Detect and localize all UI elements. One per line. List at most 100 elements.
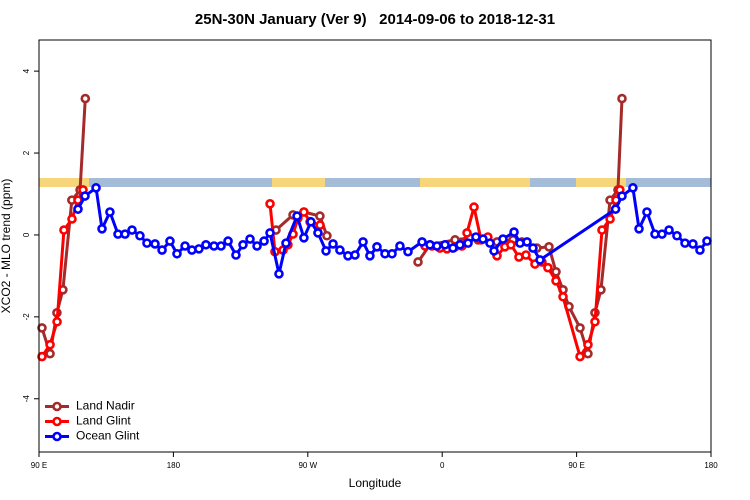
point	[403, 246, 413, 257]
point	[463, 238, 473, 248]
point	[455, 239, 465, 250]
point	[259, 236, 269, 246]
point	[432, 241, 442, 251]
point	[575, 323, 585, 333]
point	[372, 242, 382, 252]
point	[617, 93, 627, 104]
point	[610, 204, 621, 214]
point	[605, 214, 615, 224]
legend-marker	[52, 416, 62, 427]
point	[238, 239, 248, 250]
x-tick-label: 180	[704, 461, 718, 470]
point	[292, 211, 302, 221]
point	[617, 191, 627, 201]
point	[299, 207, 309, 217]
point	[597, 225, 607, 235]
point	[478, 234, 488, 244]
point	[322, 230, 332, 241]
point	[695, 245, 705, 255]
point	[201, 239, 211, 250]
point	[672, 230, 682, 241]
point	[150, 239, 160, 249]
y-tick-label: 0	[22, 232, 31, 237]
point	[165, 236, 175, 246]
point	[231, 250, 241, 260]
point	[521, 250, 531, 260]
point	[180, 241, 190, 251]
point	[252, 241, 262, 251]
land-ocean-strip	[39, 178, 711, 187]
point	[702, 236, 712, 246]
point	[498, 234, 508, 244]
point	[127, 225, 137, 235]
point	[350, 250, 360, 260]
point	[105, 207, 115, 217]
point	[281, 238, 291, 248]
point	[135, 230, 145, 241]
point	[157, 245, 167, 255]
y-tick-label: 2	[22, 150, 31, 155]
point	[506, 239, 516, 250]
point	[485, 238, 495, 248]
point	[551, 276, 561, 286]
plot-area	[37, 93, 712, 362]
x-tick-label: 90 E	[568, 461, 584, 470]
point	[590, 316, 600, 327]
y-tick-label: 4	[22, 68, 31, 73]
point	[634, 223, 644, 234]
point	[335, 245, 345, 255]
point	[469, 202, 479, 212]
point	[73, 204, 83, 214]
point	[321, 246, 331, 256]
point	[558, 291, 568, 302]
point	[628, 183, 638, 193]
point	[395, 241, 405, 251]
point	[223, 236, 233, 246]
point	[274, 269, 284, 279]
point	[522, 237, 532, 247]
legend-marker	[52, 401, 62, 412]
point	[440, 239, 450, 250]
point	[313, 228, 323, 238]
point	[387, 248, 397, 259]
point	[172, 248, 182, 259]
y-tick-label: -4	[22, 395, 31, 403]
point	[575, 351, 585, 362]
point	[551, 267, 561, 277]
point	[544, 242, 554, 252]
point	[194, 244, 204, 254]
point	[315, 211, 325, 221]
point	[37, 351, 47, 362]
point	[245, 234, 255, 244]
legend-marker	[52, 431, 62, 442]
series-line	[40, 98, 624, 356]
point	[306, 217, 316, 227]
point	[535, 255, 545, 265]
point	[583, 348, 593, 359]
point	[358, 237, 368, 247]
point	[80, 93, 91, 104]
point	[642, 207, 652, 217]
point	[80, 191, 90, 201]
point	[583, 339, 593, 350]
y-tick-label: -2	[22, 313, 31, 321]
point	[299, 233, 309, 243]
point	[120, 229, 130, 239]
point	[680, 238, 690, 248]
y-axis-label: XCO2 - MLO trend (ppm)	[0, 179, 13, 314]
point	[265, 228, 275, 238]
x-tick-label: 90 E	[31, 461, 47, 470]
point	[328, 239, 338, 249]
point	[97, 223, 107, 234]
x-axis-label: Longitude	[349, 476, 402, 490]
legend-label: Ocean Glint	[76, 429, 140, 443]
point	[509, 227, 519, 237]
x-tick-label: 0	[440, 461, 445, 470]
point	[688, 239, 698, 249]
plot-frame	[38, 39, 712, 453]
point	[489, 246, 499, 256]
point	[52, 316, 62, 327]
point	[142, 238, 152, 248]
series-line	[40, 189, 622, 359]
